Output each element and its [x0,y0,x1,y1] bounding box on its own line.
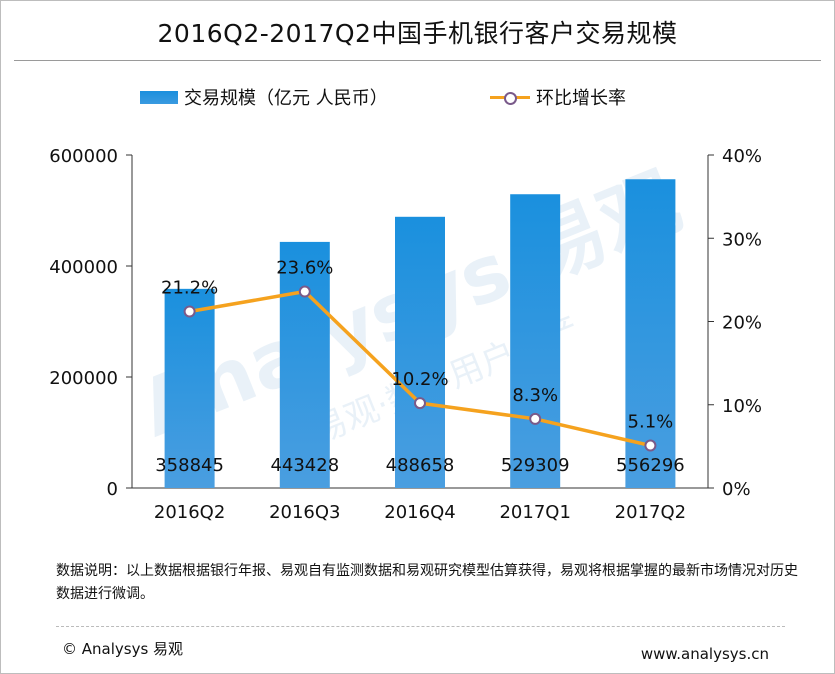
x-tick-label: 2016Q3 [269,502,340,523]
data-labels: 358845 443428 488658 529309 556296 21.2% 23.6%… [155,258,685,476]
y-right-tick-label: 40% [722,146,762,167]
legend-line-label: 环比增长率 [536,88,626,109]
title-divider [14,60,821,61]
y-left-tick-label: 600000 [49,146,118,167]
bar-series [164,179,676,489]
website-link[interactable]: www.analysys.cn [640,645,769,663]
growth-value-label: 5.1% [628,412,674,433]
line-point [414,397,426,410]
growth-value-label: 23.6% [276,258,333,279]
line-series [183,285,657,452]
chart-title: 2016Q2-2017Q2中国手机银行客户交易规模 [157,19,678,48]
bar-value-label: 488658 [386,455,455,476]
y-right-tick-label: 20% [722,313,762,334]
line-point [183,305,196,318]
y-right-tick-label: 0% [722,479,751,500]
bar [510,194,561,488]
legend-bar-label: 交易规模（亿元 人民币） [184,88,388,109]
legend-bar-swatch [140,90,178,104]
y-left-tick-label: 0 [107,479,118,500]
bar-value-label: 358845 [155,455,224,476]
x-tick-label: 2017Q1 [499,502,570,523]
line-point [529,412,542,425]
footer-divider [56,626,785,627]
line-point [644,439,657,452]
y-right-tick-label: 10% [722,396,762,417]
bar-value-label: 529309 [501,455,570,476]
y-left-tick-label: 200000 [49,368,118,389]
legend-bar: 交易规模（亿元 人民币） [140,84,388,110]
bar [625,179,676,488]
growth-value-label: 8.3% [512,385,558,406]
copyright: © Analysys 易观 [62,640,184,658]
x-tick-label: 2016Q4 [384,502,455,523]
x-tick-label: 2017Q2 [615,502,686,523]
bar [279,241,330,488]
x-tick-label: 2016Q2 [154,502,225,523]
data-note: 数据说明：以上数据根据银行年报、易观自有监测数据和易观研究模型估算获得，易观将根… [56,563,798,602]
growth-value-label: 10.2% [391,369,448,390]
growth-value-label: 21.2% [161,278,218,299]
line-point [298,285,311,298]
legend-line-swatch [490,91,530,105]
bar-value-label: 443428 [270,455,339,476]
y-left-tick-label: 400000 [49,257,118,278]
bar-value-label: 556296 [616,455,685,476]
bar [164,288,215,488]
bar [395,216,445,489]
y-right-tick-label: 30% [722,229,762,250]
legend-line: 环比增长率 [490,84,626,110]
